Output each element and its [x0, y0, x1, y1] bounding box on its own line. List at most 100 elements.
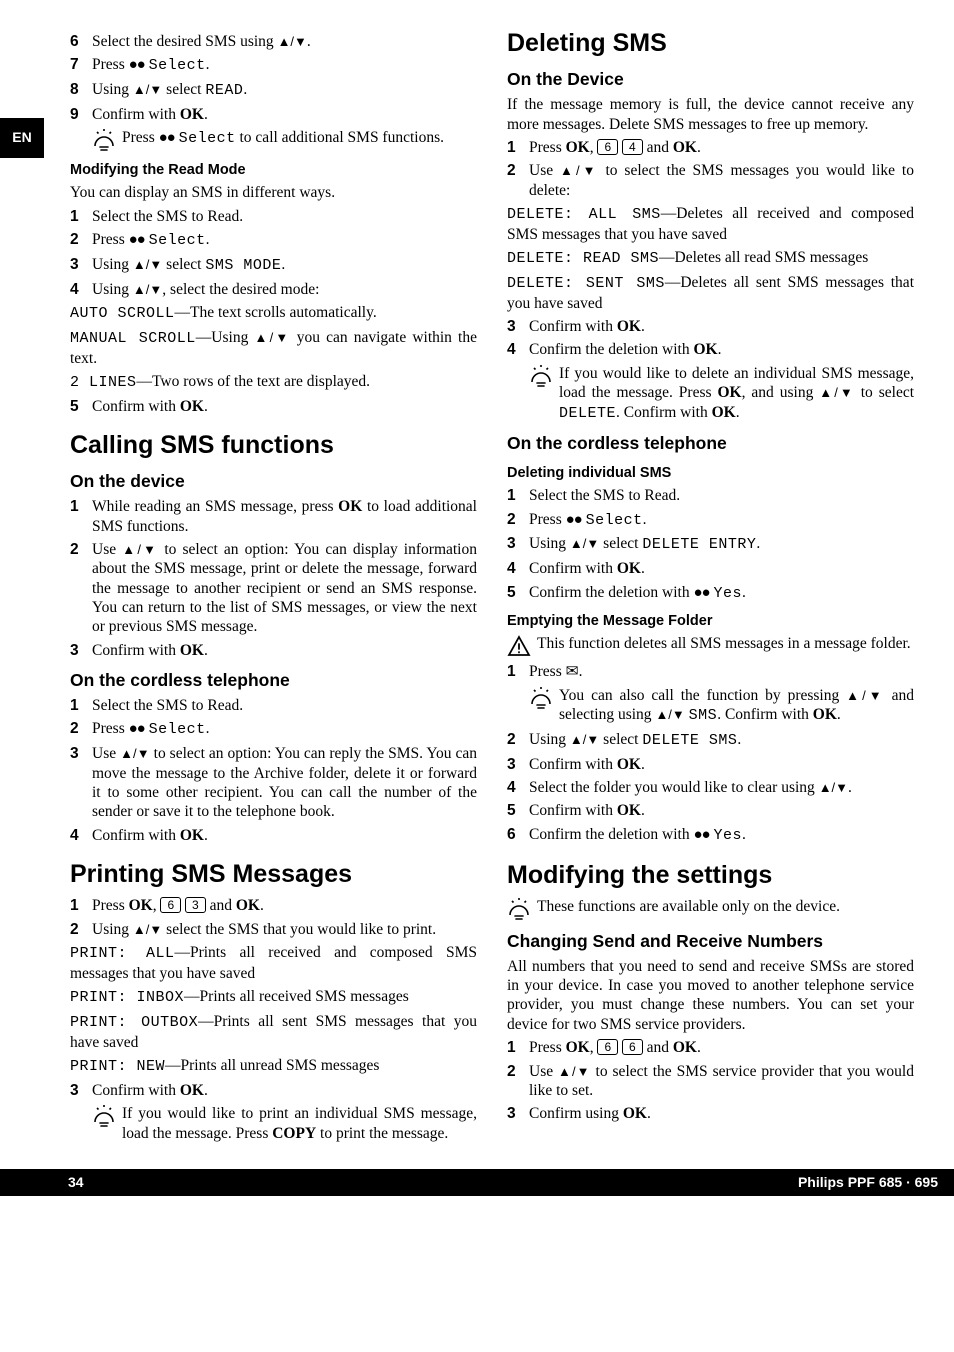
product-name: Philips PPF 685 · 695	[798, 1174, 938, 1192]
tip-delete-individual: If you would like to delete an individua…	[529, 364, 914, 424]
updown-icon: ▲/▼	[133, 922, 162, 937]
text: These functions are available only on th…	[537, 897, 914, 921]
heading-calling-sms-fn: Calling SMS functions	[70, 430, 477, 461]
language-tab: EN	[0, 118, 44, 158]
updown-icon: ▲/▼	[819, 385, 855, 400]
text: Confirm with	[92, 106, 180, 123]
text: Using	[92, 921, 133, 938]
ok-key: OK	[717, 384, 741, 401]
e-step-1: 1Press ✉.	[507, 662, 914, 681]
updown-icon: ▲/▼	[254, 330, 290, 345]
d-step-4: 4Confirm the deletion with OK.	[507, 340, 914, 359]
sr-step-1: 1Press OK, 6 6 and OK.	[507, 1038, 914, 1057]
text: Confirm with	[92, 1082, 180, 1099]
ok-key: OK	[617, 756, 641, 773]
print-all-desc: PRINT: ALL—Prints all received and compo…	[70, 943, 477, 983]
di-step-2: 2Press ●● Select.	[507, 510, 914, 531]
dots-icon: ●●	[693, 827, 709, 843]
tip-print-individual: If you would like to print an individual…	[92, 1104, 477, 1143]
tip-icon	[92, 1104, 122, 1143]
text: Press	[529, 139, 566, 156]
text: Press	[92, 231, 129, 248]
text: , select the desired mode:	[162, 281, 319, 298]
heading-on-cordless: On the cordless telephone	[70, 670, 477, 692]
mr-step-3: 3Using ▲/▼ select SMS MODE.	[70, 255, 477, 276]
lcd-manual-scroll: MANUAL SCROLL	[70, 330, 196, 347]
e-step-2: 2Using ▲/▼ select DELETE SMS.	[507, 730, 914, 751]
key-6: 6	[160, 897, 181, 913]
lcd-del-sms: DELETE SMS	[642, 732, 737, 749]
manual-scroll-desc: MANUAL SCROLL—Using ▲/▼ you can navigate…	[70, 328, 477, 368]
ok-key: OK	[623, 1105, 647, 1122]
ok-key: OK	[673, 139, 697, 156]
updown-icon: ▲/▼	[278, 34, 307, 49]
text: Confirm with	[92, 398, 180, 415]
text-chgsr: All numbers that you need to send and re…	[507, 957, 914, 1035]
text: to call additional SMS functions.	[236, 129, 444, 146]
delete-sent-desc: DELETE: SENT SMS—Deletes all sent SMS me…	[507, 273, 914, 313]
ok-key: OK	[180, 642, 204, 659]
lcd-two-lines: 2 LINES	[70, 374, 137, 391]
text: Use	[529, 1063, 558, 1080]
heading-on-device: On the device	[70, 471, 477, 493]
text: You can display an SMS in different ways…	[70, 183, 477, 202]
heading-del-individual: Deleting individual SMS	[507, 464, 914, 482]
step-7: 7Press ●● Select.	[70, 55, 477, 76]
lcd-sms: SMS	[689, 707, 718, 724]
di-step-5: 5Confirm the deletion with ●● Yes.	[507, 583, 914, 604]
text: Select the folder you would like to clea…	[529, 779, 819, 796]
dots-icon: ●●	[129, 721, 145, 737]
lcd-select: Select	[149, 232, 206, 249]
text: ,	[153, 897, 161, 914]
text: ,	[590, 1039, 598, 1056]
tip-icon	[507, 897, 537, 921]
text: —Deletes all read SMS messages	[659, 249, 868, 266]
text: select	[599, 535, 642, 552]
ok-key: OK	[673, 1039, 697, 1056]
text: Using	[92, 81, 133, 98]
two-lines-desc: 2 LINES—Two rows of the text are display…	[70, 372, 477, 393]
lcd-read: READ	[205, 82, 243, 99]
ok-key: OK	[617, 318, 641, 335]
page-number: 34	[68, 1174, 84, 1192]
cc-step-1: 1Select the SMS to Read.	[70, 696, 477, 715]
step-6: 6Select the desired SMS using ▲/▼.	[70, 32, 477, 51]
mr-step-5: 5Confirm with OK.	[70, 397, 477, 416]
heading-on-device-r: On the Device	[507, 69, 914, 91]
text: select	[599, 731, 642, 748]
text: Press	[92, 897, 129, 914]
cc-step-4: 4Confirm with OK.	[70, 826, 477, 845]
page-footer: 34 Philips PPF 685 · 695	[0, 1169, 954, 1197]
updown-icon: ▲/▼	[819, 780, 848, 795]
lcd-print-outbox: PRINT: OUTBOX	[70, 1014, 198, 1031]
text: While reading an SMS message, press	[92, 498, 338, 515]
text: Select the desired SMS using	[92, 33, 278, 50]
cd-step-2: 2Use ▲/▼ to select an option: You can di…	[70, 540, 477, 637]
text: Confirm with	[92, 827, 180, 844]
ok-key: OK	[617, 560, 641, 577]
tip-icon	[92, 128, 122, 152]
di-step-3: 3Using ▲/▼ select DELETE ENTRY.	[507, 534, 914, 555]
dots-icon: ●●	[159, 130, 175, 146]
ok-key: OK	[566, 1039, 590, 1056]
text: . Confirm with	[616, 404, 712, 421]
text: Confirm with	[92, 642, 180, 659]
pr-step-3: 3Confirm with OK.	[70, 1081, 477, 1100]
ok-key: OK	[617, 802, 641, 819]
updown-icon: ▲/▼	[120, 746, 150, 761]
ok-key: OK	[236, 897, 260, 914]
text: to select an option: You can reply the S…	[92, 745, 477, 820]
step-8: 8Using ▲/▼ select READ.	[70, 80, 477, 101]
text: and	[206, 897, 236, 914]
ok-key: OK	[180, 106, 204, 123]
text: Press	[529, 511, 566, 528]
heading-mod-read-mode: Modifying the Read Mode	[70, 161, 477, 179]
text: Using	[529, 731, 570, 748]
pr-step-1: 1Press OK, 6 3 and OK.	[70, 896, 477, 915]
text: Press	[122, 129, 159, 146]
tip-device-only: These functions are available only on th…	[507, 897, 914, 921]
cc-step-3: 3Use ▲/▼ to select an option: You can re…	[70, 744, 477, 822]
envelope-icon: ✉	[566, 663, 579, 680]
text: Press	[529, 663, 566, 680]
print-new-desc: PRINT: NEW—Prints all unread SMS message…	[70, 1056, 477, 1077]
